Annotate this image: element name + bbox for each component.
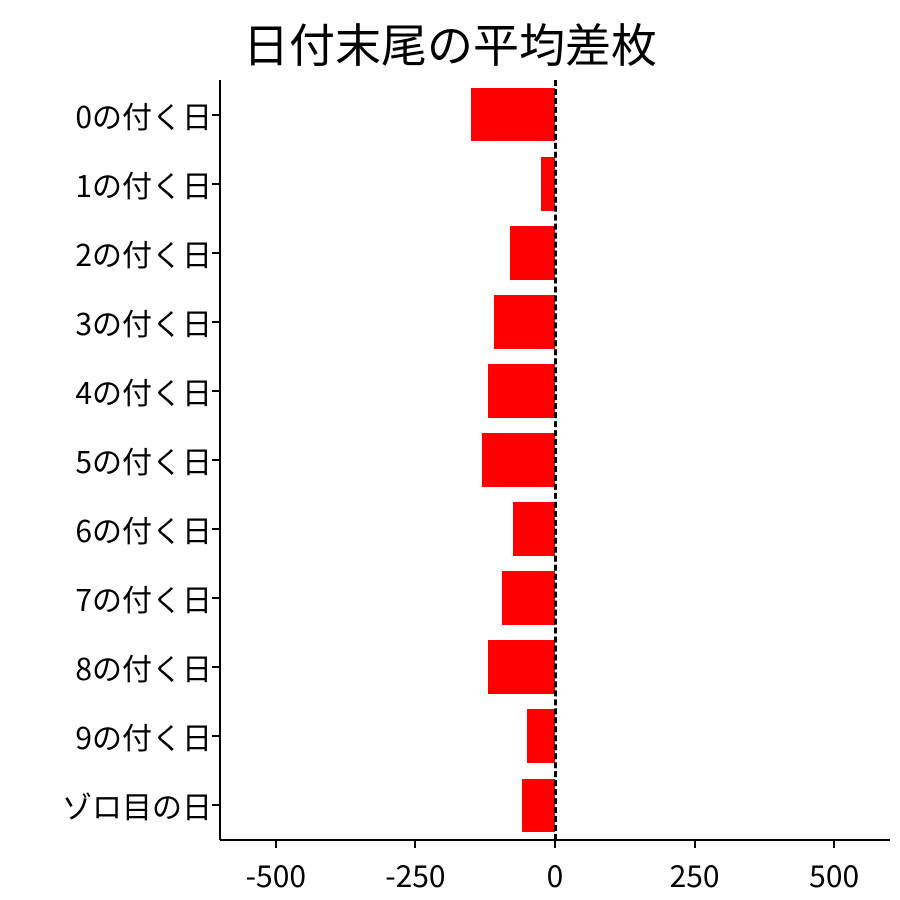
bar: [522, 779, 556, 833]
bar: [482, 433, 555, 487]
chart-title: 日付末尾の平均差枚: [0, 10, 900, 76]
bar: [494, 295, 555, 349]
bar: [502, 571, 555, 625]
bar: [527, 709, 555, 763]
chart-container: 日付末尾の平均差枚 0の付く日1の付く日2の付く日3の付く日4の付く日5の付く日…: [0, 0, 900, 900]
y-tick-label: 9の付く日: [75, 714, 212, 758]
x-tick-mark: [694, 840, 696, 848]
x-tick-label: -500: [246, 852, 306, 896]
y-tick-label: 3の付く日: [75, 300, 212, 344]
y-tick-label: 1の付く日: [75, 162, 212, 206]
bar: [488, 364, 555, 418]
x-tick-mark: [414, 840, 416, 848]
x-tick-label: 250: [670, 852, 720, 896]
y-tick-label: 2の付く日: [75, 231, 212, 275]
y-tick-label: ゾロ目の日: [62, 783, 212, 827]
bar: [488, 640, 555, 694]
x-tick-label: 0: [547, 852, 564, 896]
y-tick-label: 6の付く日: [75, 507, 212, 551]
x-tick-mark: [275, 840, 277, 848]
zero-line: [554, 80, 557, 840]
y-axis-line: [219, 80, 221, 840]
plot-area: 0の付く日1の付く日2の付く日3の付く日4の付く日5の付く日6の付く日7の付く日…: [220, 80, 890, 840]
y-tick-label: 0の付く日: [75, 93, 212, 137]
y-tick-label: 8の付く日: [75, 645, 212, 689]
x-tick-label: -250: [385, 852, 445, 896]
y-tick-label: 5の付く日: [75, 438, 212, 482]
bar: [513, 502, 555, 556]
x-tick-label: 500: [809, 852, 859, 896]
bar: [510, 226, 555, 280]
y-tick-label: 4の付く日: [75, 369, 212, 413]
bar: [471, 88, 555, 142]
x-tick-mark: [554, 840, 556, 848]
y-tick-label: 7の付く日: [75, 576, 212, 620]
x-axis-line: [220, 839, 890, 841]
x-tick-mark: [833, 840, 835, 848]
